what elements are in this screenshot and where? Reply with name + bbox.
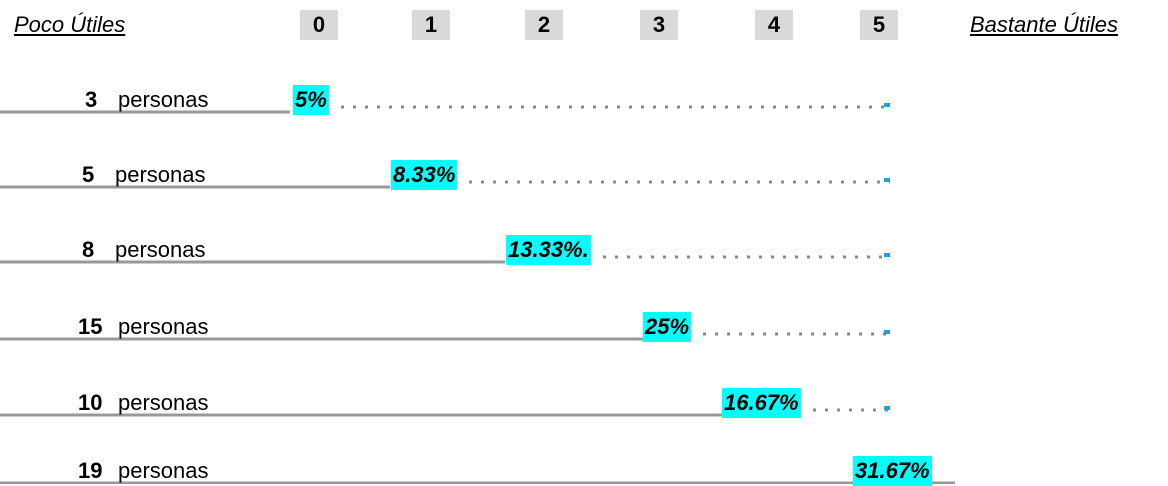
percent: 25% xyxy=(643,312,692,342)
count: 10 xyxy=(78,390,103,415)
percent: 16.67% xyxy=(722,388,801,418)
unit: personas xyxy=(118,390,209,415)
unit: personas xyxy=(118,314,209,339)
percent: 31.67% xyxy=(853,456,932,486)
unit: personas xyxy=(118,458,209,483)
scale-label: 0 xyxy=(300,10,338,40)
unit: personas xyxy=(118,87,209,112)
scale-label: 2 xyxy=(525,10,563,40)
count: 5 xyxy=(82,162,95,187)
percent: 13.33%. xyxy=(506,235,591,265)
percent: 5% xyxy=(293,85,329,115)
scale-label: 4 xyxy=(755,10,793,40)
percent: 8.33% xyxy=(391,160,458,190)
count: 3 xyxy=(85,87,98,112)
right-label: Bastante Útiles xyxy=(970,12,1118,37)
count: 8 xyxy=(82,237,95,262)
count: 15 xyxy=(78,314,103,339)
scale-label: 5 xyxy=(860,10,898,40)
scale-label: 1 xyxy=(412,10,450,40)
unit: personas xyxy=(115,162,206,187)
scale-label: 3 xyxy=(640,10,678,40)
left-label: Poco Útiles xyxy=(14,12,126,37)
unit: personas xyxy=(115,237,206,262)
count: 19 xyxy=(78,458,103,483)
